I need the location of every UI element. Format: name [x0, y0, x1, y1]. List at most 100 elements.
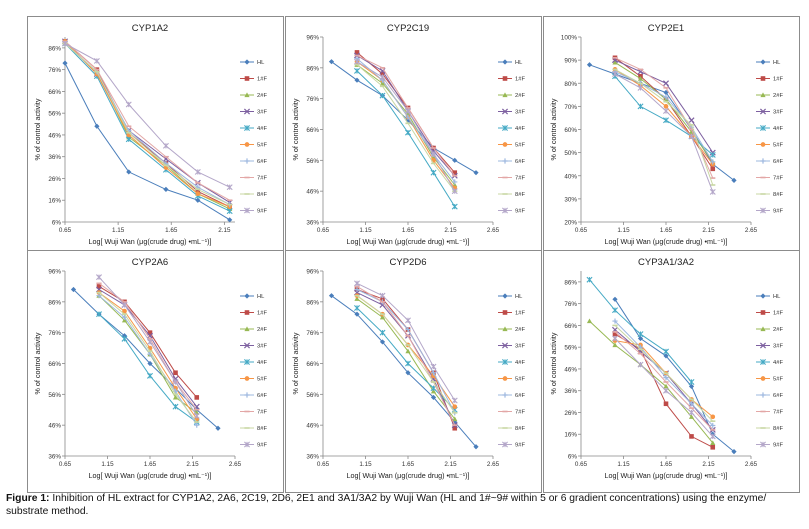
legend-marker: [760, 293, 766, 299]
y-axis-label: % of control activity: [33, 332, 42, 394]
data-point: [328, 59, 335, 65]
legend-marker: [244, 207, 250, 214]
series-9-f: [62, 40, 233, 191]
data-point: [710, 440, 716, 446]
y-tick-label: 36%: [306, 220, 319, 227]
x-tick-label: 2.65: [745, 227, 758, 234]
legend-label: 4#F: [257, 126, 267, 132]
series-4-f: [586, 276, 695, 385]
data-point: [612, 307, 618, 314]
data-point: [637, 361, 644, 368]
data-point: [405, 117, 411, 123]
y-tick-label: 36%: [48, 154, 61, 161]
legend-marker: [502, 207, 508, 214]
legend-entry-7-f: 7#F: [498, 410, 525, 416]
legend-marker: [502, 376, 508, 381]
series-line-2-f: [356, 64, 456, 186]
series-5-f: [354, 59, 458, 191]
legend-marker: [760, 359, 766, 365]
x-axis-label: Log[ Wuji Wan (μg(crude drug) •mL⁻¹)]: [88, 237, 211, 246]
y-tick-label: 16%: [48, 198, 61, 205]
data-point: [379, 92, 386, 99]
legend-marker: [760, 59, 766, 65]
x-tick-label: 1.15: [617, 461, 630, 468]
y-tick-label: 40%: [564, 173, 577, 180]
legend-label: HL: [257, 60, 265, 66]
legend-entry-2-f: 2#F: [756, 326, 783, 333]
data-point: [405, 370, 411, 376]
data-point: [586, 276, 593, 283]
series-line-9-f: [64, 43, 230, 188]
data-point: [612, 296, 618, 302]
legend-entry-8-f: 8#F: [756, 426, 783, 432]
legend-entry-hl: HL: [240, 59, 265, 66]
data-point: [586, 62, 593, 68]
data-point: [731, 177, 737, 183]
x-tick-label: 2.65: [229, 461, 242, 468]
x-tick-label: 1.15: [617, 227, 630, 234]
series-line-4-f: [356, 70, 456, 207]
data-point: [380, 296, 385, 302]
x-tick-label: 2.15: [444, 461, 457, 468]
series-line-6-f: [98, 295, 198, 426]
data-point: [96, 284, 102, 289]
data-point: [612, 318, 618, 324]
legend-marker: [244, 59, 250, 65]
legend-label: 2#F: [773, 93, 783, 99]
data-point: [710, 444, 716, 450]
series-7-f: [354, 285, 458, 426]
legend-entry-1-f: 1#F: [756, 76, 783, 83]
legend-entry-2-f: 2#F: [240, 326, 267, 333]
data-point: [354, 58, 360, 65]
legend-label: 2#F: [515, 327, 525, 333]
y-tick-label: 26%: [48, 176, 61, 183]
legend-marker: [244, 76, 250, 81]
data-point: [121, 301, 128, 308]
chart-panel-cyp2c19: CYP2C19 36% 46% 56% 66% 76% 86% 96% 0.65 1.15 1.65…: [285, 16, 542, 259]
x-tick-label: 1.65: [402, 461, 415, 468]
chart-svg: CYP2C19 36% 46% 56% 66% 76% 86% 96% 0.65 1.15 1.65…: [291, 23, 525, 246]
data-point: [195, 191, 201, 197]
legend-marker: [760, 207, 766, 214]
series-hl: [62, 60, 233, 223]
legend-label: 4#F: [773, 360, 783, 366]
legend-marker: [243, 342, 251, 349]
legend-entry-5-f: 5#F: [756, 142, 783, 149]
x-axis-label: Log[ Wuji Wan (μg(crude drug) •mL⁻¹)]: [346, 237, 469, 246]
data-point: [162, 142, 169, 149]
legend-marker: [502, 441, 508, 448]
data-point: [452, 416, 458, 422]
figure-caption: Figure 1: Inhibition of HL extract for C…: [6, 492, 806, 518]
legend-marker: [244, 392, 250, 398]
chart-title: CYP1A2: [132, 23, 168, 34]
data-point: [612, 59, 618, 65]
chart-panel-cyp1a2: CYP1A2 6% 16% 26% 36% 46% 56% 66% 76% 86% 0.65 1.15…: [27, 16, 284, 259]
x-tick-label: 1.65: [660, 461, 673, 468]
legend-label: 4#F: [773, 126, 783, 132]
data-point: [94, 123, 100, 129]
x-tick-label: 1.65: [144, 461, 157, 468]
series-2-f: [354, 296, 458, 422]
series-line-2-f: [356, 298, 456, 420]
chart-svg: CYP2E1 20% 30% 40% 50% 60% 70% 80% 90% 100% 0.65 1.…: [549, 23, 783, 246]
x-tick-label: 1.15: [359, 461, 372, 468]
x-tick-label: 2.15: [444, 227, 457, 234]
data-point: [405, 129, 411, 136]
data-point: [663, 108, 669, 114]
data-point: [147, 330, 153, 335]
legend-entry-6-f: 6#F: [756, 392, 783, 399]
data-point: [193, 403, 200, 410]
data-point: [451, 203, 458, 210]
data-point: [126, 169, 132, 175]
legend-label: 7#F: [515, 176, 525, 182]
legend-label: 9#F: [257, 443, 267, 449]
legend-entry-5-f: 5#F: [498, 142, 525, 149]
legend-marker: [502, 76, 508, 81]
legend-label: 7#F: [773, 176, 783, 182]
data-point: [96, 293, 102, 299]
chart-svg: CYP1A2 6% 16% 26% 36% 46% 56% 66% 76% 86% 0.65 1.15…: [33, 23, 267, 246]
y-tick-label: 66%: [306, 361, 319, 368]
y-tick-label: 26%: [564, 410, 577, 417]
series-line-7-f: [64, 41, 230, 201]
y-tick-label: 36%: [306, 454, 319, 461]
